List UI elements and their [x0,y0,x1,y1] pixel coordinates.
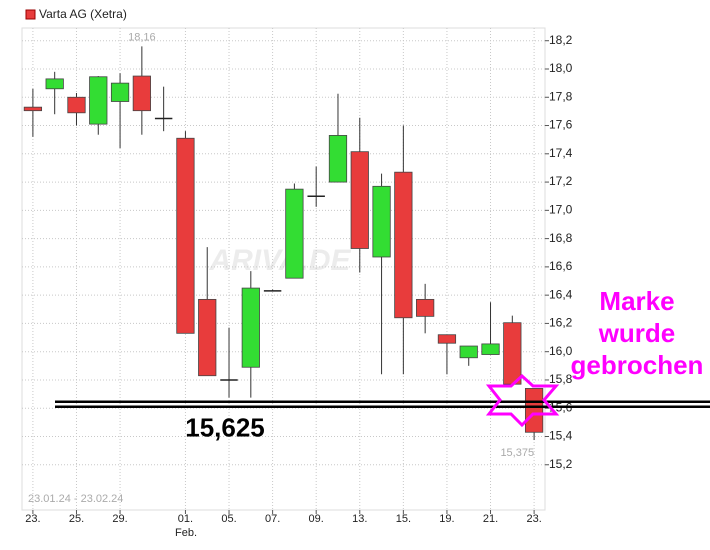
x-tick-label: 21. [483,513,498,525]
y-tick-label: 16,8 [549,231,573,245]
y-tick-label: 17,4 [549,146,573,160]
low-label: 15,375 [500,447,534,459]
x-tick-label: 15. [396,513,411,525]
y-tick-label: 18,0 [549,61,573,75]
x-tick-label: 13. [352,513,367,525]
candle-body [481,343,500,355]
candle-body [67,96,86,114]
y-tick-label: 16,0 [549,344,573,358]
legend-swatch [25,9,36,20]
support-label: 15,625 [185,413,265,443]
watermark: ARIVA.DE [208,244,351,277]
legend-label: Varta AG (Xetra) [39,7,127,21]
y-tick-label: 16,2 [549,316,573,330]
x-tick-label: 23. [526,513,541,525]
y-tick-label: 16,6 [549,259,573,273]
candle-body [459,345,478,359]
candle-body [45,78,64,90]
y-tick-label: 15,4 [549,429,573,443]
candle-body [437,334,457,344]
x-tick-label: 05. [221,513,236,525]
candle-body [176,137,195,334]
x-tick-label: 01. [178,513,193,525]
candle-body [241,287,260,368]
candle-body [89,76,108,125]
plot-frame [21,27,546,511]
y-tick-label: 17,0 [549,203,573,217]
x-tick-label: 25. [69,513,84,525]
break-star [485,373,560,428]
x-tick-label: 09. [309,513,324,525]
y-tick-label: 18,2 [549,33,573,47]
candle-body [198,298,217,377]
candle-body [285,188,304,279]
candle-body [110,82,130,102]
date-range: 23.01.24 - 23.02.24 [28,493,123,505]
candle-body [394,171,413,319]
month-label: Feb. [175,527,197,539]
annotation: wurde [598,318,676,348]
y-tick-label: 16,4 [549,287,573,301]
y-tick-label: 17,8 [549,89,573,103]
x-tick-label: 07. [265,513,280,525]
y-tick-label: 15,2 [549,457,573,471]
candle-body [503,322,522,385]
candle-body [350,151,369,249]
candle-body [23,106,43,112]
annotation: Marke [599,286,674,316]
x-tick-label: 19. [439,513,454,525]
x-tick-label: 23. [25,513,40,525]
x-tick-label: 29. [112,513,127,525]
annotation: gebrochen [571,350,704,380]
candle-body [524,388,544,433]
y-tick-label: 17,2 [549,174,573,188]
candle-body [372,185,391,258]
candle-body [132,75,151,112]
high-label: 18,16 [128,31,156,43]
candle-body [416,298,435,317]
candle-body [328,135,348,183]
y-tick-label: 15,8 [549,372,573,386]
y-tick-label: 17,6 [549,118,573,132]
